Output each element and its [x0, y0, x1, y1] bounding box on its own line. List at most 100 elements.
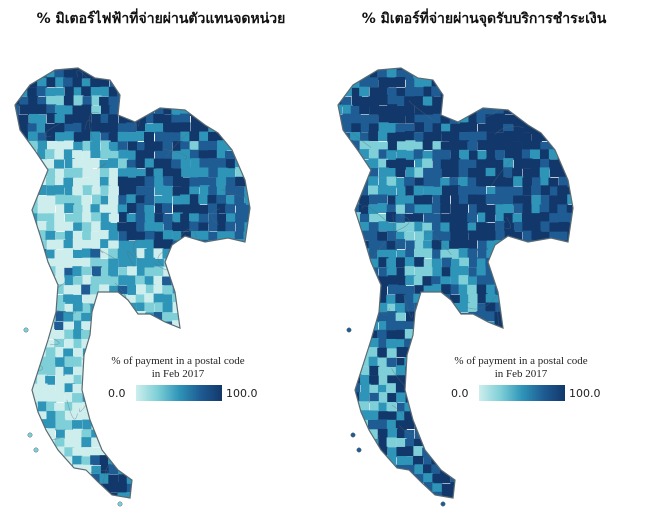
province-cell	[126, 150, 137, 161]
province-cell	[576, 466, 586, 476]
province-cell	[459, 302, 470, 313]
province-cell	[127, 68, 138, 71]
province-cell	[253, 61, 263, 71]
province-cell	[216, 68, 227, 79]
province-cell	[441, 267, 452, 278]
province-cell	[458, 86, 469, 97]
province-cell	[45, 284, 56, 295]
province-cell	[108, 158, 119, 169]
province-cell	[217, 140, 228, 151]
province-cell	[144, 293, 155, 304]
province-cell	[63, 285, 74, 296]
province-cell	[576, 493, 586, 503]
province-cell	[351, 204, 362, 215]
province-cell	[45, 428, 56, 439]
province-cell	[27, 464, 38, 475]
province-cell	[243, 167, 250, 178]
province-cell	[117, 429, 128, 440]
province-cell	[154, 482, 165, 493]
province-cell	[243, 429, 250, 440]
province-cell	[386, 294, 397, 305]
province-cell	[162, 302, 173, 313]
province-cell	[432, 302, 443, 313]
province-cell	[378, 321, 389, 332]
province-cell	[243, 321, 250, 332]
province-cell	[18, 293, 29, 304]
province-cell	[342, 104, 353, 115]
province-cell	[341, 266, 352, 277]
province-cell	[189, 285, 200, 296]
province-cell	[91, 320, 102, 331]
province-cell	[45, 375, 56, 386]
province-cell	[350, 230, 361, 241]
province-cell	[99, 168, 110, 179]
province-cell	[386, 258, 397, 269]
province-cell	[18, 482, 29, 493]
province-cell	[495, 483, 506, 494]
province-cell	[378, 302, 389, 313]
province-cell	[198, 176, 209, 187]
province-cell	[244, 222, 250, 233]
province-cell	[531, 185, 542, 196]
province-cell	[163, 132, 174, 143]
province-cell	[135, 212, 146, 223]
province-cell	[404, 231, 415, 242]
province-cell	[522, 500, 532, 510]
province-cell	[117, 312, 128, 323]
province-cell	[55, 239, 66, 250]
province-cell	[217, 167, 228, 178]
province-cell	[414, 204, 425, 215]
province-cell	[63, 95, 74, 106]
province-cell	[494, 159, 505, 170]
province-cell	[208, 221, 219, 232]
province-cell	[432, 68, 443, 79]
province-cell	[386, 113, 397, 124]
province-cell	[199, 131, 210, 142]
province-cell	[135, 446, 146, 457]
province-cell	[207, 87, 218, 98]
province-cell	[548, 456, 559, 467]
province-cell	[144, 456, 155, 467]
province-cell	[100, 302, 111, 313]
province-cell	[539, 284, 550, 295]
province-cell	[19, 159, 30, 170]
province-cell	[208, 213, 219, 224]
province-cell	[522, 266, 533, 277]
province-cell	[136, 437, 147, 448]
province-cell	[18, 249, 29, 260]
province-cell	[15, 186, 20, 197]
province-cell	[37, 456, 48, 467]
province-cell	[37, 374, 48, 385]
province-cell	[513, 113, 524, 124]
province-cell	[64, 230, 75, 241]
province-cell	[341, 221, 352, 232]
province-cell	[539, 167, 550, 178]
province-boundary	[499, 294, 522, 309]
province-cell	[504, 257, 515, 268]
right-legend-max-label: 100.0	[569, 387, 601, 400]
province-cell	[413, 384, 424, 395]
province-cell	[368, 338, 379, 349]
province-cell	[477, 231, 488, 242]
province-cell	[181, 249, 192, 260]
province-cell	[36, 104, 47, 115]
province-boundary	[88, 111, 100, 141]
province-cell	[252, 168, 262, 178]
province-cell	[503, 140, 514, 151]
province-cell	[350, 132, 361, 143]
province-cell	[575, 456, 585, 466]
province-cell	[136, 266, 147, 277]
province-cell	[495, 212, 506, 223]
province-cell	[208, 131, 219, 142]
province-cell	[153, 293, 164, 304]
province-cell	[566, 204, 573, 215]
province-cell	[440, 177, 451, 188]
province-cell	[163, 491, 174, 498]
province-cell	[360, 456, 371, 467]
province-cell	[395, 167, 406, 178]
province-cell	[549, 87, 560, 98]
province-cell	[226, 195, 237, 206]
province-cell	[567, 302, 573, 313]
province-cell	[136, 86, 147, 97]
province-cell	[467, 212, 478, 223]
